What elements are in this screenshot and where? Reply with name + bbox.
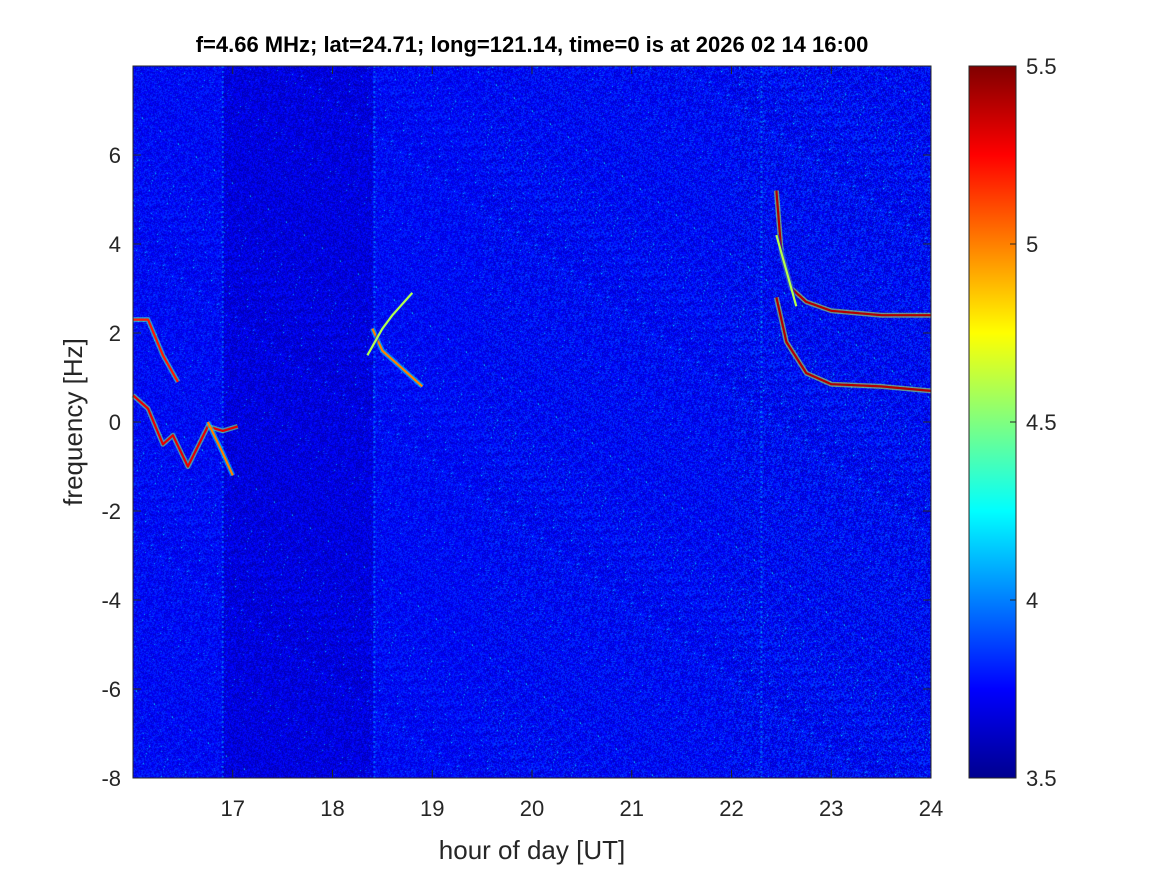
signal-trace — [371, 328, 424, 388]
colorbar-tick-label: 5 — [1026, 232, 1038, 257]
colorbar-ticks: 3.5 4 4.5 5 5.5 — [1010, 54, 1057, 791]
x-axis-ticks: 17 18 19 20 21 22 23 24 — [221, 66, 943, 821]
x-tick-label: 20 — [520, 796, 544, 821]
x-tick-label: 17 — [221, 796, 245, 821]
signal-trace — [206, 421, 234, 476]
colorbar: 3.5 4 4.5 5 5.5 — [968, 54, 1057, 791]
x-tick-label: 24 — [919, 796, 943, 821]
signal-trace — [133, 318, 179, 383]
colorbar-tick-label: 4 — [1026, 588, 1038, 613]
trace-layer — [131, 190, 932, 477]
plot-area — [131, 65, 932, 779]
signal-trace — [132, 394, 239, 468]
x-tick-label: 23 — [819, 796, 843, 821]
y-axis-label: frequency [Hz] — [58, 338, 88, 506]
y-tick-label: -2 — [101, 499, 121, 524]
colorbar-gradient — [968, 65, 1017, 779]
signal-trace — [775, 297, 932, 392]
y-axis-ticks: -8 -6 -4 -2 0 2 4 6 — [101, 143, 931, 791]
signal-trace — [775, 234, 798, 307]
colorbar-tick-label: 5.5 — [1026, 54, 1057, 79]
heatmap-image — [133, 66, 931, 778]
y-tick-label: 4 — [109, 232, 121, 257]
x-tick-label: 22 — [719, 796, 743, 821]
y-tick-label: 2 — [109, 321, 121, 346]
signal-trace — [366, 292, 414, 356]
x-tick-label: 19 — [420, 796, 444, 821]
colorbar-tick-label: 3.5 — [1026, 766, 1057, 791]
chart-title: f=4.66 MHz; lat=24.71; long=121.14, time… — [196, 32, 869, 57]
y-tick-label: -8 — [101, 766, 121, 791]
y-tick-label: -6 — [101, 677, 121, 702]
y-tick-label: 0 — [109, 410, 121, 435]
x-tick-label: 21 — [620, 796, 644, 821]
y-tick-label: -4 — [101, 588, 121, 613]
colorbar-tick-label: 4.5 — [1026, 410, 1057, 435]
x-tick-label: 18 — [320, 796, 344, 821]
y-tick-label: 6 — [109, 143, 121, 168]
streak-layer — [221, 66, 763, 778]
x-axis-label: hour of day [UT] — [439, 835, 625, 865]
